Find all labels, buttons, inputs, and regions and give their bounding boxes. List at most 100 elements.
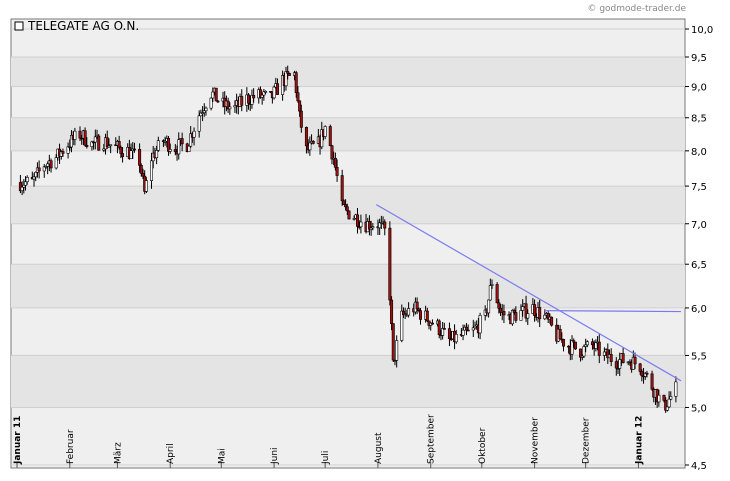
candle-body <box>328 126 332 147</box>
x-tick-label: August <box>374 432 384 464</box>
candle-body <box>155 150 159 159</box>
x-axis: Januar 11 Februar März April Mai Juni Juli Augu… <box>13 414 644 468</box>
candle-body <box>521 306 525 311</box>
x-tick-label: Juni <box>270 447 280 465</box>
legend: TELEGATE AG O.N. <box>14 19 139 33</box>
y-tick-label: 4,5 <box>691 461 707 472</box>
candle-body <box>34 171 38 178</box>
candle-body <box>490 284 494 286</box>
candle-body <box>621 353 625 363</box>
candle-body <box>168 149 172 152</box>
candle-body <box>177 139 181 155</box>
candle-body <box>487 299 491 314</box>
y-tick-label: 6,5 <box>691 260 707 271</box>
candle-body <box>347 210 351 220</box>
candle-body <box>584 344 588 347</box>
x-tick-label: Januar 11 <box>13 416 23 465</box>
y-tick-label: 7,5 <box>691 182 707 193</box>
candle-body <box>102 148 106 151</box>
candle-body <box>602 351 606 356</box>
candle-body <box>129 150 133 160</box>
y-tick-label: 9,5 <box>691 53 707 64</box>
candle-body <box>286 71 290 74</box>
candle-body <box>304 127 308 147</box>
candle-body <box>85 144 89 147</box>
candle-body <box>201 112 205 114</box>
candle-body <box>20 186 24 192</box>
candles <box>18 65 678 413</box>
x-tick-label: November <box>531 417 541 464</box>
candle-body <box>54 157 58 169</box>
candle-body <box>24 181 28 186</box>
x-tick-label: September <box>427 414 437 464</box>
candle-body <box>538 307 542 320</box>
trendline <box>375 204 682 382</box>
candle-body <box>311 140 315 144</box>
candle-body <box>526 313 530 319</box>
y-tick-label: 6,0 <box>691 304 707 315</box>
candle-body <box>272 86 276 99</box>
candle-body <box>447 328 451 340</box>
candle-body <box>573 341 577 350</box>
candle-body <box>173 149 177 153</box>
candle-body <box>335 166 339 176</box>
grid-band <box>11 117 685 151</box>
candle-body <box>298 100 302 112</box>
candle-body <box>209 97 213 109</box>
candle-body <box>275 83 279 95</box>
candle-body <box>258 89 262 98</box>
candle-body <box>156 140 160 151</box>
candle-body <box>284 71 288 87</box>
plot-area <box>10 18 686 469</box>
x-tick-label-group: Mai <box>217 448 227 464</box>
trendlines <box>375 204 682 382</box>
candle-body <box>430 322 434 325</box>
candle-body <box>579 348 583 358</box>
candle-body <box>345 206 349 212</box>
candle-body <box>674 381 678 397</box>
candle-body <box>247 94 251 104</box>
candle-body <box>294 72 298 93</box>
candle-body <box>367 221 371 230</box>
x-tick-label: Dezember <box>582 417 592 464</box>
candle-body <box>643 372 647 377</box>
x-tick-label: Juli <box>321 451 331 465</box>
candle-body <box>407 308 411 316</box>
x-tick-label-group: Juni <box>270 447 280 465</box>
candle-body <box>287 73 291 76</box>
candle-body <box>478 315 482 334</box>
candle-body <box>32 176 36 180</box>
candle-body <box>192 130 196 138</box>
x-tick-label: Oktober <box>478 427 488 464</box>
grid-bands <box>11 57 685 408</box>
candle-body <box>454 334 458 343</box>
candle-body <box>510 309 514 325</box>
candle-body <box>119 147 123 154</box>
candle-body <box>597 341 601 356</box>
candle-body <box>524 303 528 319</box>
candle-body <box>92 141 96 144</box>
candle-body <box>442 328 446 330</box>
candle-body <box>499 307 503 313</box>
watermark: © godmode-trader.de <box>587 4 686 14</box>
candle-body <box>107 145 111 148</box>
candle-body <box>344 204 348 208</box>
x-tick-label: Februar <box>66 429 76 464</box>
y-tick-label: 10,0 <box>691 25 713 36</box>
x-tick-label-group: Februar <box>66 429 76 464</box>
candle-body <box>189 133 193 147</box>
candle-body <box>582 346 586 357</box>
candle-body <box>400 310 404 341</box>
candle-body <box>141 173 145 177</box>
candle-body <box>419 310 423 320</box>
candle-body <box>669 396 673 400</box>
candle-body <box>590 341 594 346</box>
candle-body <box>66 146 70 154</box>
x-tick-label: Mai <box>217 448 227 464</box>
candle-body <box>519 310 523 321</box>
candle-body <box>144 180 148 192</box>
trendline <box>544 310 682 313</box>
x-tick-label-group: August <box>374 432 384 464</box>
candle-body <box>216 100 220 103</box>
candle-body <box>228 106 232 110</box>
